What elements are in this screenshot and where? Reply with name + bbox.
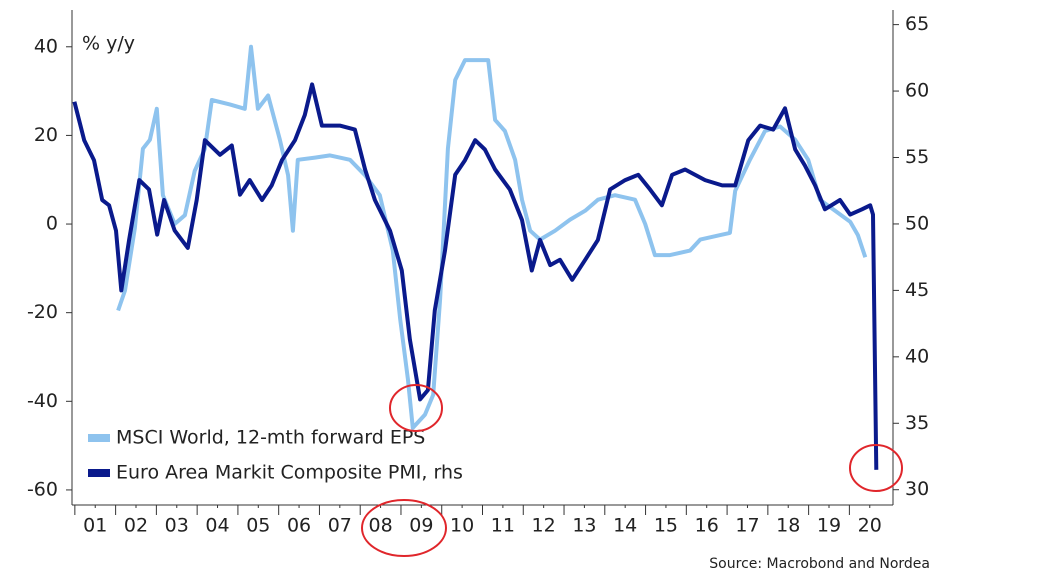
y2-tick-label: 45 bbox=[905, 279, 929, 301]
y-tick-label: 40 bbox=[34, 35, 58, 57]
highlight-circle bbox=[389, 384, 443, 432]
y-tick-label: -40 bbox=[27, 390, 58, 412]
axis-label: % y/y bbox=[82, 33, 135, 55]
x-tick-label: 14 bbox=[613, 515, 637, 537]
source: Source: Macrobond and Nordea bbox=[709, 556, 930, 572]
x-tick-label: 10 bbox=[450, 515, 474, 537]
x-tick-label: 01 bbox=[83, 515, 107, 537]
legend-label: MSCI World, 12-mth forward EPS bbox=[116, 427, 425, 449]
x-tick-label: 11 bbox=[491, 515, 515, 537]
x-tick-label: 08 bbox=[368, 515, 392, 537]
legend-swatch bbox=[88, 469, 110, 477]
x-tick-label: 16 bbox=[695, 515, 719, 537]
x-tick-label: 09 bbox=[409, 515, 433, 537]
x-tick-label: 15 bbox=[654, 515, 678, 537]
y-tick-label: 0 bbox=[46, 213, 58, 235]
x-tick-label: 02 bbox=[124, 515, 148, 537]
y2-tick-label: 35 bbox=[905, 412, 929, 434]
y2-tick-label: 65 bbox=[905, 13, 929, 35]
y2-tick-label: 40 bbox=[905, 345, 929, 367]
highlight-circle bbox=[849, 444, 903, 492]
x-tick-label: 07 bbox=[328, 515, 352, 537]
highlight-circle bbox=[361, 499, 447, 557]
x-tick-label: 19 bbox=[817, 515, 841, 537]
y2-tick-label: 55 bbox=[905, 146, 929, 168]
x-tick-label: 20 bbox=[858, 515, 882, 537]
x-tick-label: 06 bbox=[287, 515, 311, 537]
series-line bbox=[116, 44, 868, 430]
x-tick-label: 12 bbox=[532, 515, 556, 537]
legend-label: Euro Area Markit Composite PMI, rhs bbox=[116, 462, 463, 484]
x-tick-label: 05 bbox=[246, 515, 270, 537]
y-tick-label: 20 bbox=[34, 124, 58, 146]
legend-swatch bbox=[88, 434, 110, 442]
y2-tick-label: 50 bbox=[905, 212, 929, 234]
x-tick-label: 03 bbox=[165, 515, 189, 537]
y-tick-label: -60 bbox=[27, 478, 58, 500]
series-line bbox=[72, 82, 879, 470]
x-tick-label: 17 bbox=[735, 515, 759, 537]
annotations bbox=[361, 384, 903, 557]
x-tick-label: 04 bbox=[205, 515, 229, 537]
x-tick-label: 18 bbox=[776, 515, 800, 537]
x-tick-label: 13 bbox=[572, 515, 596, 537]
y2-tick-label: 30 bbox=[905, 478, 929, 500]
y-tick-label: -20 bbox=[27, 301, 58, 323]
y2-tick-label: 60 bbox=[905, 80, 929, 102]
